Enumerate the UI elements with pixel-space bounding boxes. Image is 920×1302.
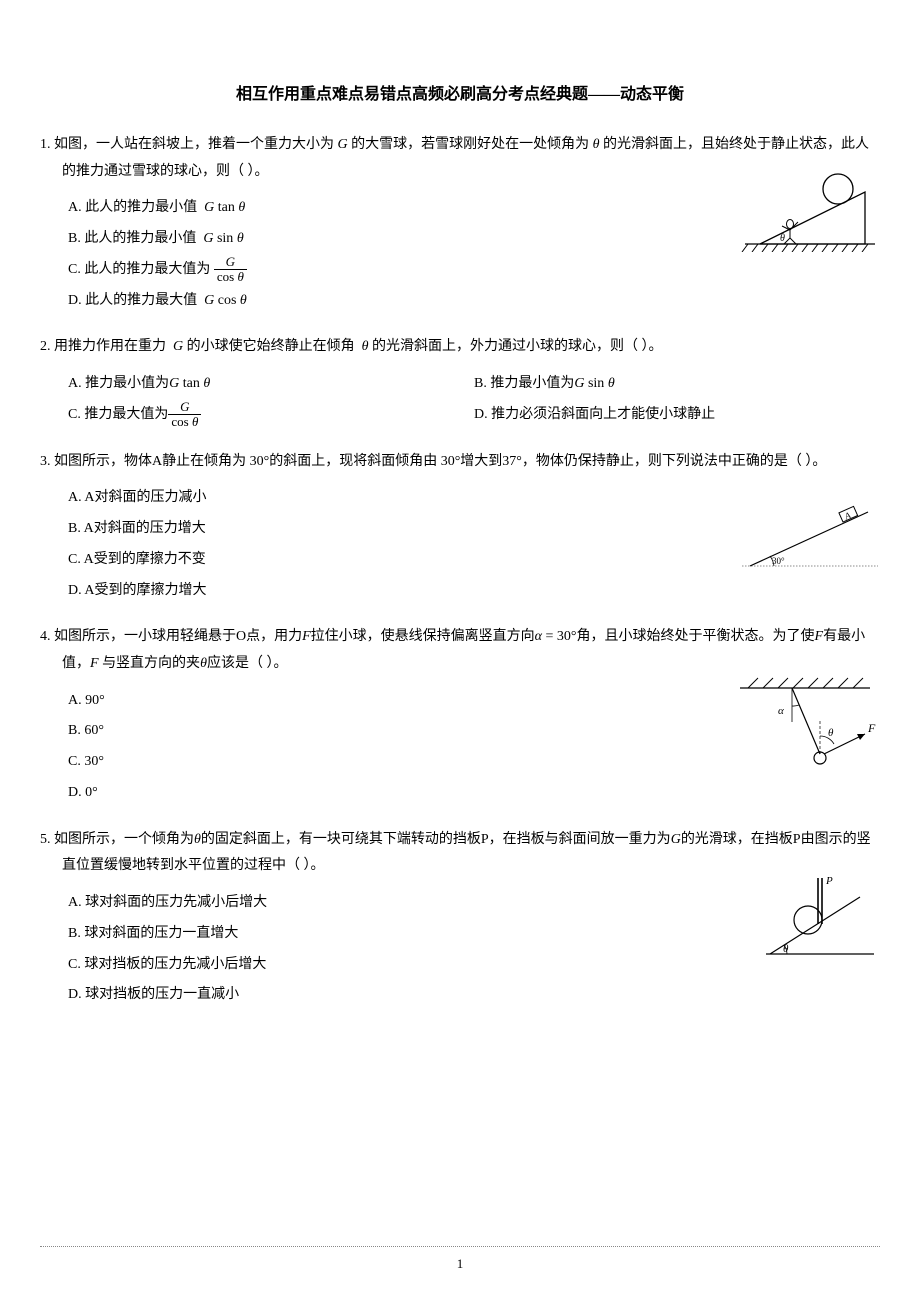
question-number: 4.	[40, 629, 51, 644]
option-c: C. 推力最大值为Gcos θ	[68, 400, 474, 431]
question-number: 2.	[40, 339, 51, 354]
svg-text:P: P	[825, 875, 833, 887]
options-list: A. 球对斜面的压力先减小后增大 B. 球对斜面的压力一直增大 C. 球对挡板的…	[40, 888, 880, 1011]
options-list: A. 推力最小值为G tan θ B. 推力最小值为G sin θ C. 推力最…	[40, 369, 880, 431]
question-4: α θ F 4. 如图所示，一小球用轻绳悬于O点，用力F拉住小球，使悬线保持偏离…	[40, 624, 880, 808]
svg-text:θ: θ	[783, 943, 789, 955]
question-3: A 30° 3. 如图所示，物体A静止在倾角为 30°的斜面上，现将斜面倾角由 …	[40, 449, 880, 607]
question-2: 2. 用推力作用在重力 G 的小球使它始终静止在倾角 θ 的光滑斜面上，外力通过…	[40, 334, 880, 430]
option-a: A. 推力最小值为G tan θ	[68, 369, 474, 400]
option-c: C. 此人的推力最大值为 Gcos θ	[68, 255, 880, 286]
option-b: B. 推力最小值为G sin θ	[474, 369, 880, 400]
page-container: 相互作用重点难点易错点高频必刷高分考点经典题——动态平衡	[0, 0, 920, 1302]
question-text: 2. 用推力作用在重力 G 的小球使它始终静止在倾角 θ 的光滑斜面上，外力通过…	[40, 334, 880, 361]
figure-q3: A 30°	[740, 504, 880, 574]
footer-divider	[40, 1246, 880, 1247]
question-number: 5.	[40, 832, 51, 847]
option-d: D. 球对挡板的压力一直减小	[68, 980, 880, 1011]
figure-q4: α θ F	[730, 674, 880, 774]
option-d: D. 0°	[68, 778, 880, 809]
document-title: 相互作用重点难点易错点高频必刷高分考点经典题——动态平衡	[40, 80, 880, 104]
question-number: 1.	[40, 137, 51, 152]
svg-text:θ: θ	[780, 233, 785, 244]
svg-text:F: F	[867, 721, 876, 735]
question-number: 3.	[40, 454, 51, 469]
svg-text:θ: θ	[828, 727, 834, 739]
svg-text:30°: 30°	[772, 556, 785, 566]
question-1: θ 1. 如图，一人站在斜坡上，推着一个重力大小为 G 的大雪球，若雪球刚好处在…	[40, 132, 880, 316]
figure-q5: θ P	[760, 872, 880, 962]
option-d: D. 此人的推力最大值 G cos θ	[68, 286, 880, 317]
page-number: 1	[0, 1256, 920, 1272]
question-body: 如图所示，一小球用轻绳悬于O点，用力F拉住小球，使悬线保持偏离竖直方向α = 3…	[54, 629, 865, 671]
option-a: A. 球对斜面的压力先减小后增大	[68, 888, 880, 919]
question-body: 如图所示，一个倾角为θ的固定斜面上，有一块可绕其下端转动的挡板P，在挡板与斜面间…	[54, 832, 871, 874]
question-5: θ P 5. 如图所示，一个倾角为θ的固定斜面上，有一块可绕其下端转动的挡板P，…	[40, 827, 880, 1011]
figure-q1: θ	[740, 172, 880, 252]
question-body: 用推力作用在重力 G 的小球使它始终静止在倾角 θ 的光滑斜面上，外力通过小球的…	[54, 339, 663, 354]
question-text: 3. 如图所示，物体A静止在倾角为 30°的斜面上，现将斜面倾角由 30°增大到…	[40, 449, 880, 476]
question-text: 5. 如图所示，一个倾角为θ的固定斜面上，有一块可绕其下端转动的挡板P，在挡板与…	[40, 827, 880, 880]
option-d: D. A受到的摩擦力增大	[68, 576, 880, 607]
option-b: B. 球对斜面的压力一直增大	[68, 919, 880, 950]
option-d: D. 推力必须沿斜面向上才能使小球静止	[474, 400, 880, 431]
question-text: 4. 如图所示，一小球用轻绳悬于O点，用力F拉住小球，使悬线保持偏离竖直方向α …	[40, 624, 880, 677]
svg-text:α: α	[778, 705, 784, 717]
option-c: C. 球对挡板的压力先减小后增大	[68, 950, 880, 981]
question-body: 如图所示，物体A静止在倾角为 30°的斜面上，现将斜面倾角由 30°增大到37°…	[54, 454, 826, 469]
